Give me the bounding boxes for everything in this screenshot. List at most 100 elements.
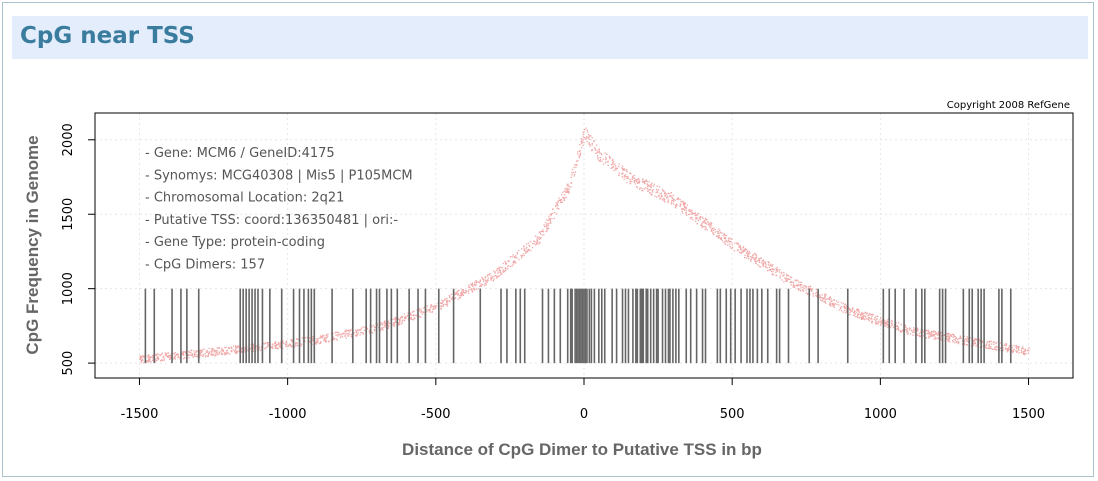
frequency-point [1013,345,1015,347]
frequency-point [561,194,563,196]
frequency-point [867,314,869,317]
frequency-point [192,356,195,358]
frequency-point [392,324,395,326]
frequency-point [824,301,826,303]
frequency-point [191,355,193,357]
frequency-point [978,339,981,341]
frequency-point [535,243,538,245]
frequency-point [854,315,857,318]
frequency-point [481,276,483,279]
frequency-point [948,339,951,341]
frequency-point [546,230,548,232]
frequency-point [276,344,278,346]
frequency-point [750,259,752,261]
frequency-point [822,297,824,299]
frequency-point [1028,347,1030,349]
frequency-point [220,351,222,353]
frequency-point [752,254,754,257]
frequency-point [550,222,552,224]
frequency-point [819,299,822,301]
frequency-point [953,335,956,338]
frequency-point [539,242,541,244]
frequency-point [549,218,551,221]
frequency-point [990,340,992,342]
frequency-point [416,314,418,316]
frequency-point [601,160,603,162]
frequency-point [542,231,545,233]
frequency-point [694,220,697,222]
frequency-point [829,303,832,305]
frequency-point [743,250,745,252]
frequency-point [327,333,329,335]
frequency-point [596,150,599,152]
frequency-point [925,337,928,339]
frequency-point [195,353,197,356]
frequency-point [505,268,507,270]
frequency-point [789,281,792,283]
frequency-point [1002,349,1004,352]
frequency-point [358,329,361,331]
frequency-point [154,354,157,356]
frequency-point [943,334,946,336]
frequency-point [884,325,886,327]
frequency-point [760,257,762,259]
frequency-point [503,270,506,273]
frequency-point [238,350,241,353]
frequency-point [861,317,863,320]
frequency-point [267,345,269,347]
frequency-point [598,148,601,150]
frequency-point [853,312,855,314]
frequency-point [518,258,520,261]
frequency-point [547,227,549,229]
frequency-point [281,340,284,342]
frequency-point [684,206,686,209]
frequency-point [650,186,652,189]
frequency-point [709,225,711,228]
frequency-point [746,251,748,254]
frequency-point [586,129,588,131]
frequency-point [1012,350,1015,353]
frequency-point [928,335,930,337]
frequency-point [691,211,693,213]
frequency-point [232,345,235,347]
frequency-point [580,141,582,143]
frequency-point [923,332,925,334]
frequency-point [916,334,919,336]
frequency-point [935,337,937,339]
frequency-point [717,231,719,233]
frequency-point [487,277,489,279]
frequency-point [861,313,864,315]
frequency-point [494,271,497,273]
frequency-point [596,152,598,154]
frequency-point [780,273,782,275]
frequency-point [1004,343,1007,345]
frequency-point [644,180,646,182]
frequency-point [789,278,791,280]
frequency-point [165,355,168,357]
frequency-point [833,304,835,306]
frequency-point [779,269,781,271]
frequency-point [416,309,418,311]
frequency-point [740,249,742,251]
frequency-point [934,333,936,335]
frequency-point [767,261,769,263]
frequency-point [263,347,266,350]
frequency-point [783,281,785,283]
frequency-point [518,249,520,252]
frequency-point [226,351,229,354]
frequency-point [493,278,495,280]
frequency-point [558,197,560,199]
frequency-point [472,288,475,290]
frequency-point [964,343,966,346]
frequency-point [796,284,798,286]
frequency-point [521,248,523,250]
frequency-point [614,165,617,167]
frequency-point [726,241,728,243]
frequency-point [243,349,246,351]
frequency-point [486,280,488,282]
frequency-point [730,237,732,240]
frequency-point [713,227,715,230]
frequency-point [762,264,764,266]
frequency-point [360,331,362,334]
frequency-point [181,352,183,354]
